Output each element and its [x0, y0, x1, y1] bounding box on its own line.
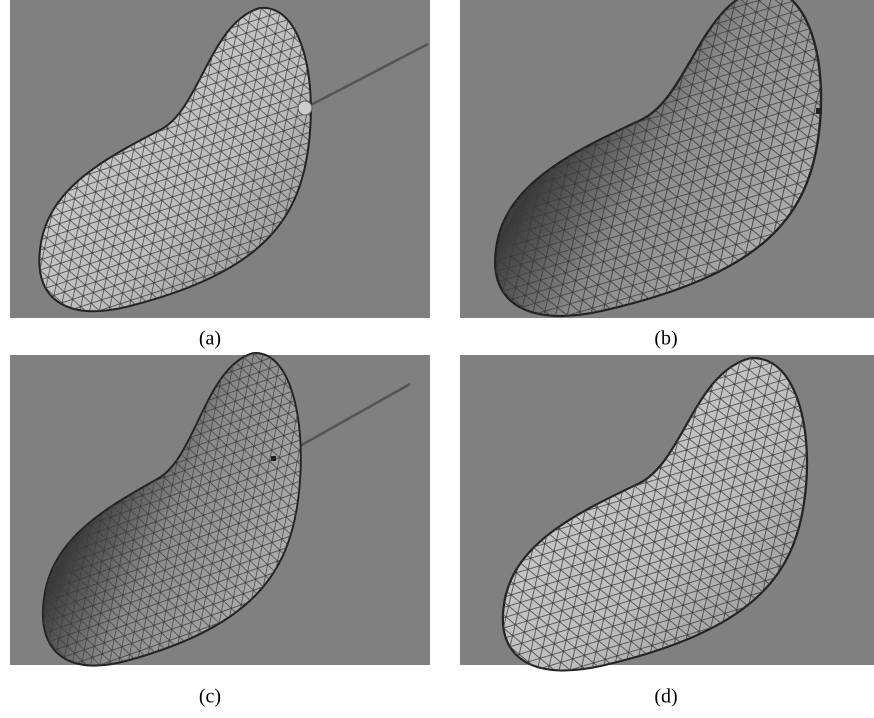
- caption: (c): [199, 686, 221, 708]
- caption: (d): [654, 686, 677, 708]
- figure: (a) (b) (c) (d): [0, 0, 874, 718]
- panel: [10, 0, 430, 318]
- caption: (a): [199, 328, 221, 350]
- caption: (b): [654, 328, 677, 350]
- panel: [460, 355, 874, 670]
- panel: [460, 0, 874, 318]
- panel: [10, 353, 430, 665]
